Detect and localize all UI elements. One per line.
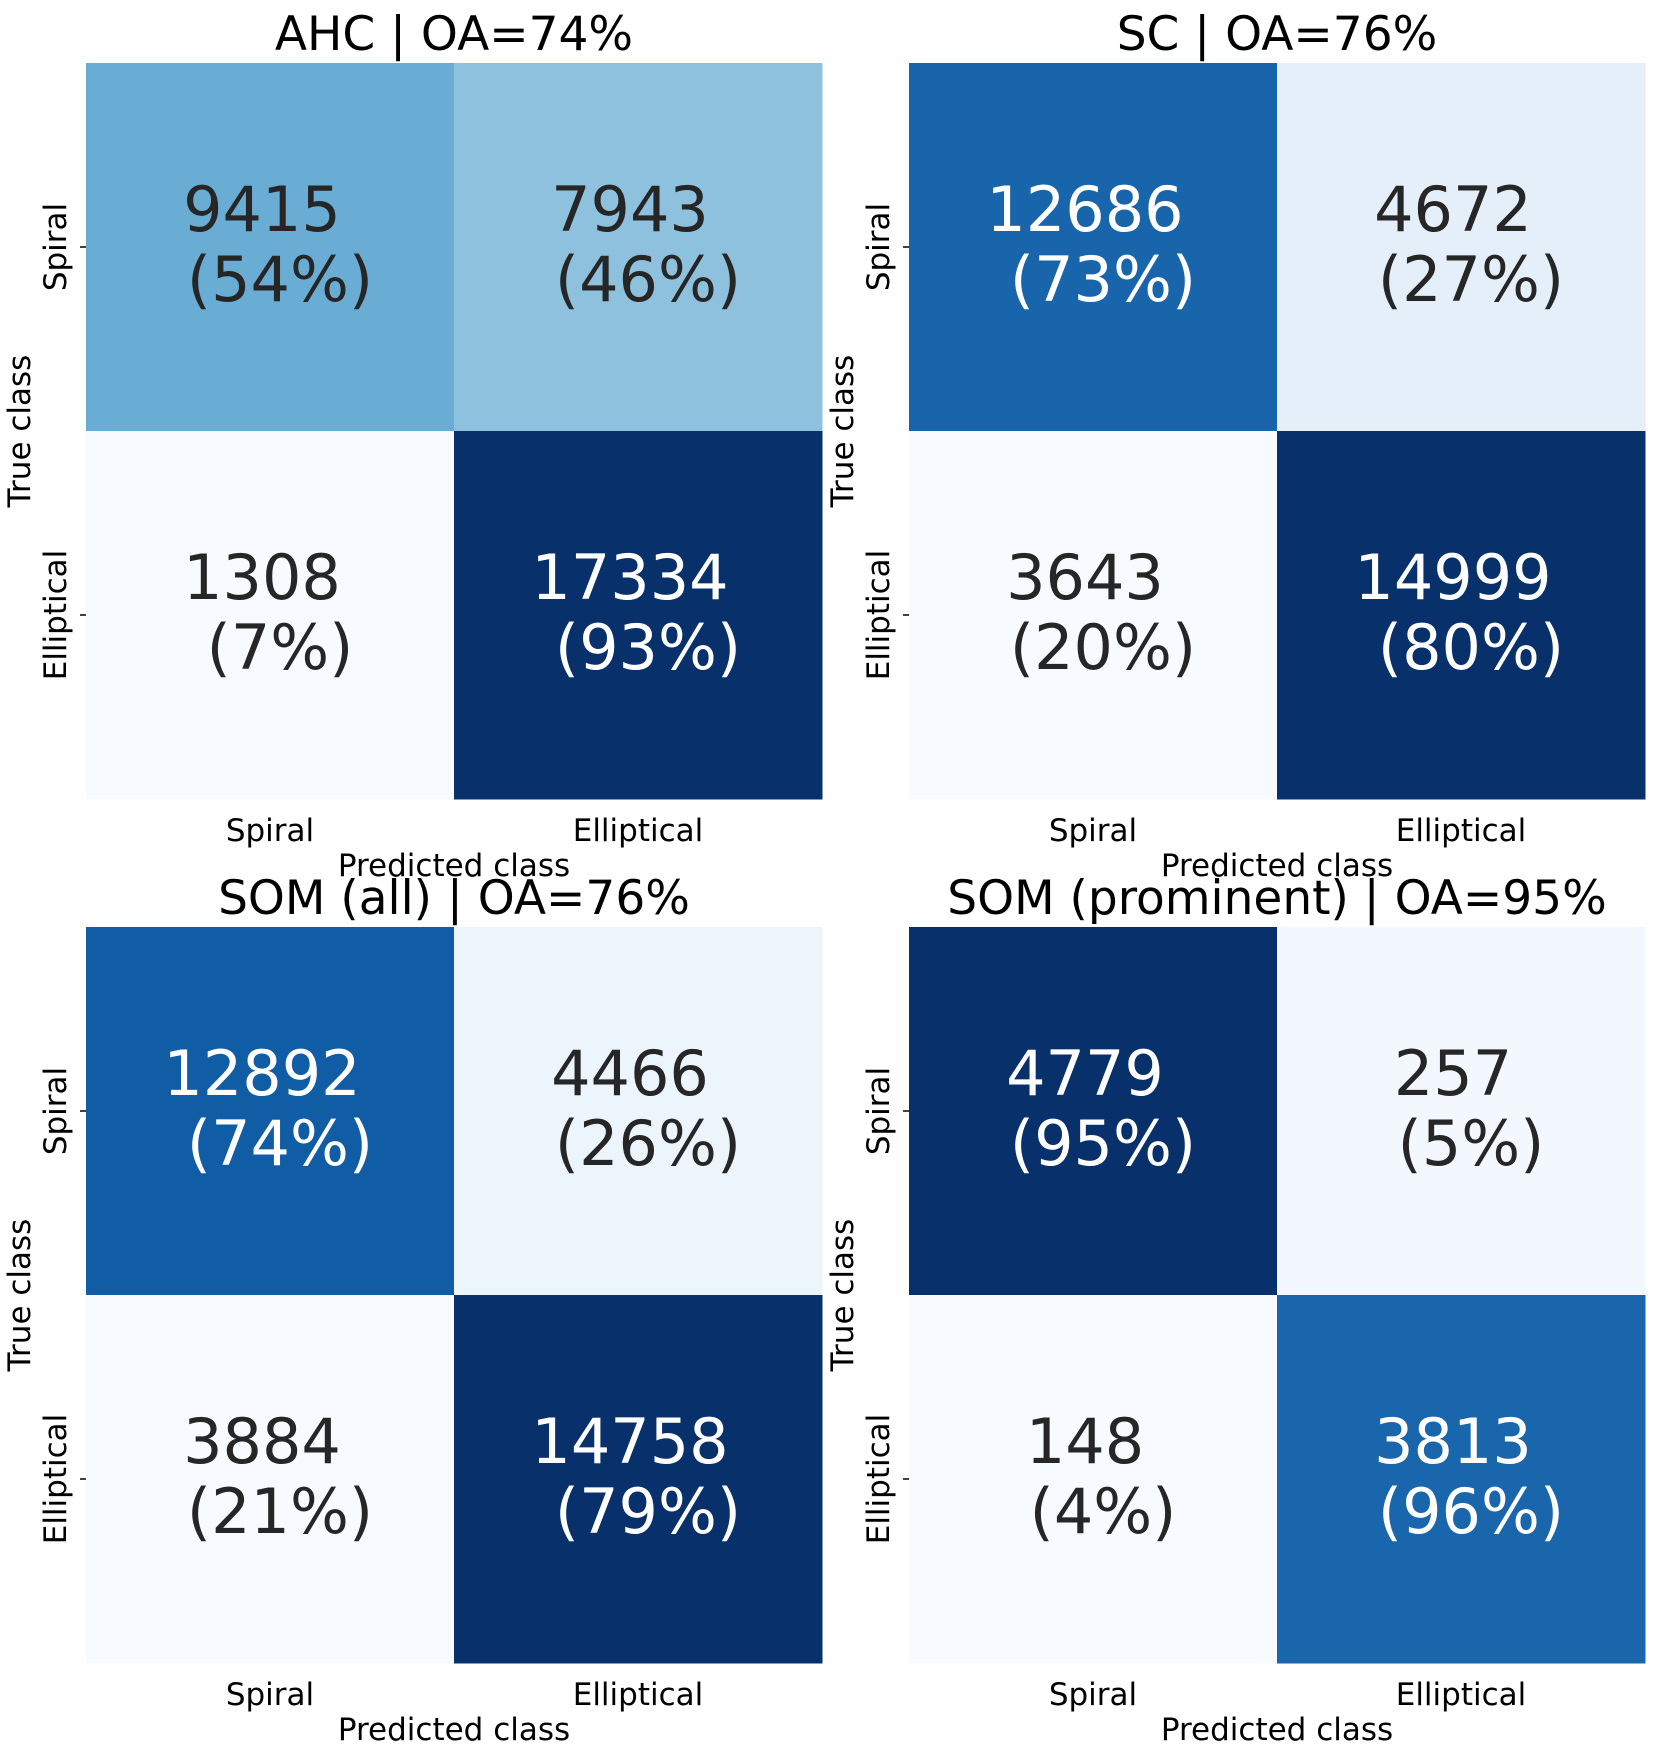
panel-4-ytick-spiral: Spiral: [861, 1067, 897, 1155]
panel-1-cell-r0-c0-percent: (54%): [187, 243, 373, 316]
panel-3-cell-r0-c1: [454, 927, 823, 1296]
panel-1-ytick-spiral: Spiral: [38, 203, 74, 291]
panel-3-cell-r0-c0-count: 12892: [163, 1037, 360, 1110]
panel-3-xlabel: Predicted class: [338, 1712, 570, 1748]
panel-2-cell-r1-c0: [909, 431, 1278, 800]
panel-4-xtick-spiral: Spiral: [1049, 1677, 1137, 1713]
panel-3-cell-r1-c1: [454, 1295, 823, 1664]
panel-1-cell-r1-c0-count: 1308: [183, 541, 341, 614]
panel-1-cell-r0-c0: [86, 63, 455, 432]
panel-2-cell-r0-c0-percent: (73%): [1010, 243, 1196, 316]
panel-4-cell-r0-c0-percent: (95%): [1010, 1107, 1196, 1180]
panel-3-cell-r1-c0-percent: (21%): [187, 1475, 373, 1548]
panel-1-xtick-elliptical: Elliptical: [573, 813, 704, 849]
panel-2-xlabel: Predicted class: [1161, 848, 1393, 884]
panel-2-ylabel: True class: [825, 355, 861, 509]
panel-1-cell-r1-c1: [454, 431, 823, 800]
panel-1-cell-r0-c1-count: 7943: [551, 173, 709, 246]
panel-2-cell-r1-c1: [1277, 431, 1646, 800]
panel-3-xtick-elliptical: Elliptical: [573, 1677, 704, 1713]
panel-4-cell-r1-c1-percent: (96%): [1378, 1475, 1564, 1548]
panel-2-xtick-spiral: Spiral: [1049, 813, 1137, 849]
panel-1-ylabel: True class: [2, 355, 38, 509]
panel-4-cell-r1-c1-count: 3813: [1374, 1405, 1532, 1478]
panel-3-cell-r0-c1-count: 4466: [551, 1037, 709, 1110]
panel-4-ylabel: True class: [825, 1219, 861, 1373]
panel-2-cell-r0-c1-percent: (27%): [1378, 243, 1564, 316]
panel-4-cell-r1-c1: [1277, 1295, 1646, 1664]
panel-3-ytick-spiral: Spiral: [38, 1067, 74, 1155]
panel-3-ylabel: True class: [2, 1219, 38, 1373]
panel-1-cell-r1-c0-percent: (7%): [207, 611, 354, 684]
panel-4-ytick-elliptical: Elliptical: [861, 1414, 897, 1545]
panel-3-cell-r1-c1-percent: (79%): [555, 1475, 741, 1548]
panel-3-xtick-spiral: Spiral: [226, 1677, 314, 1713]
panel-1-cell-r0-c1-percent: (46%): [555, 243, 741, 316]
panel-1-title: AHC | OA=74%: [275, 7, 633, 62]
panel-2-cell-r1-c1-percent: (80%): [1378, 611, 1564, 684]
panel-3-cell-r1-c0-count: 3884: [183, 1405, 341, 1478]
panel-1-ytick-elliptical: Elliptical: [38, 550, 74, 681]
panel-4-cell-r0-c0-count: 4779: [1006, 1037, 1164, 1110]
panel-3-title: SOM (all) | OA=76%: [218, 871, 690, 926]
panel-1-cell-r1-c1-count: 17334: [531, 541, 728, 614]
panel-1-cell-r1-c1-percent: (93%): [555, 611, 741, 684]
panel-2-ytick-elliptical: Elliptical: [861, 550, 897, 681]
panel-2-cell-r0-c1-count: 4672: [1374, 173, 1532, 246]
panel-4-cell-r0-c1-count: 257: [1394, 1037, 1512, 1110]
panel-2-cell-r1-c0-count: 3643: [1006, 541, 1164, 614]
panel-4-cell-r0-c1-percent: (5%): [1398, 1107, 1545, 1180]
panel-2-cell-r0-c0: [909, 63, 1278, 432]
panel-1-xtick-spiral: Spiral: [226, 813, 314, 849]
panel-3-cell-r0-c0-percent: (74%): [187, 1107, 373, 1180]
panel-2-xtick-elliptical: Elliptical: [1396, 813, 1527, 849]
panel-4-xlabel: Predicted class: [1161, 1712, 1393, 1748]
panel-3-cell-r0-c1-percent: (26%): [555, 1107, 741, 1180]
panel-4-xtick-elliptical: Elliptical: [1396, 1677, 1527, 1713]
panel-3-cell-r0-c0: [86, 927, 455, 1296]
panel-4-cell-r1-c0-percent: (4%): [1030, 1475, 1177, 1548]
panel-4-cell-r1-c0: [909, 1295, 1278, 1664]
panel-2-cell-r0-c1: [1277, 63, 1646, 432]
panel-2-ytick-spiral: Spiral: [861, 203, 897, 291]
panel-2-cell-r1-c0-percent: (20%): [1010, 611, 1196, 684]
panel-3-cell-r1-c1-count: 14758: [531, 1405, 728, 1478]
panel-4-cell-r0-c1: [1277, 927, 1646, 1296]
panel-3-ytick-elliptical: Elliptical: [38, 1414, 74, 1545]
panel-2-cell-r0-c0-count: 12686: [986, 173, 1183, 246]
panel-4-cell-r0-c0: [909, 927, 1278, 1296]
panel-3-cell-r1-c0: [86, 1295, 455, 1664]
panel-4-cell-r1-c0-count: 148: [1026, 1405, 1144, 1478]
panel-4-title: SOM (prominent) | OA=95%: [947, 871, 1607, 926]
panel-2-title: SC | OA=76%: [1117, 7, 1438, 62]
panel-2-cell-r1-c1-count: 14999: [1354, 541, 1551, 614]
panel-1-cell-r1-c0: [86, 431, 455, 800]
panel-1-cell-r0-c0-count: 9415: [183, 173, 341, 246]
panel-1-xlabel: Predicted class: [338, 848, 570, 884]
panel-1-cell-r0-c1: [454, 63, 823, 432]
